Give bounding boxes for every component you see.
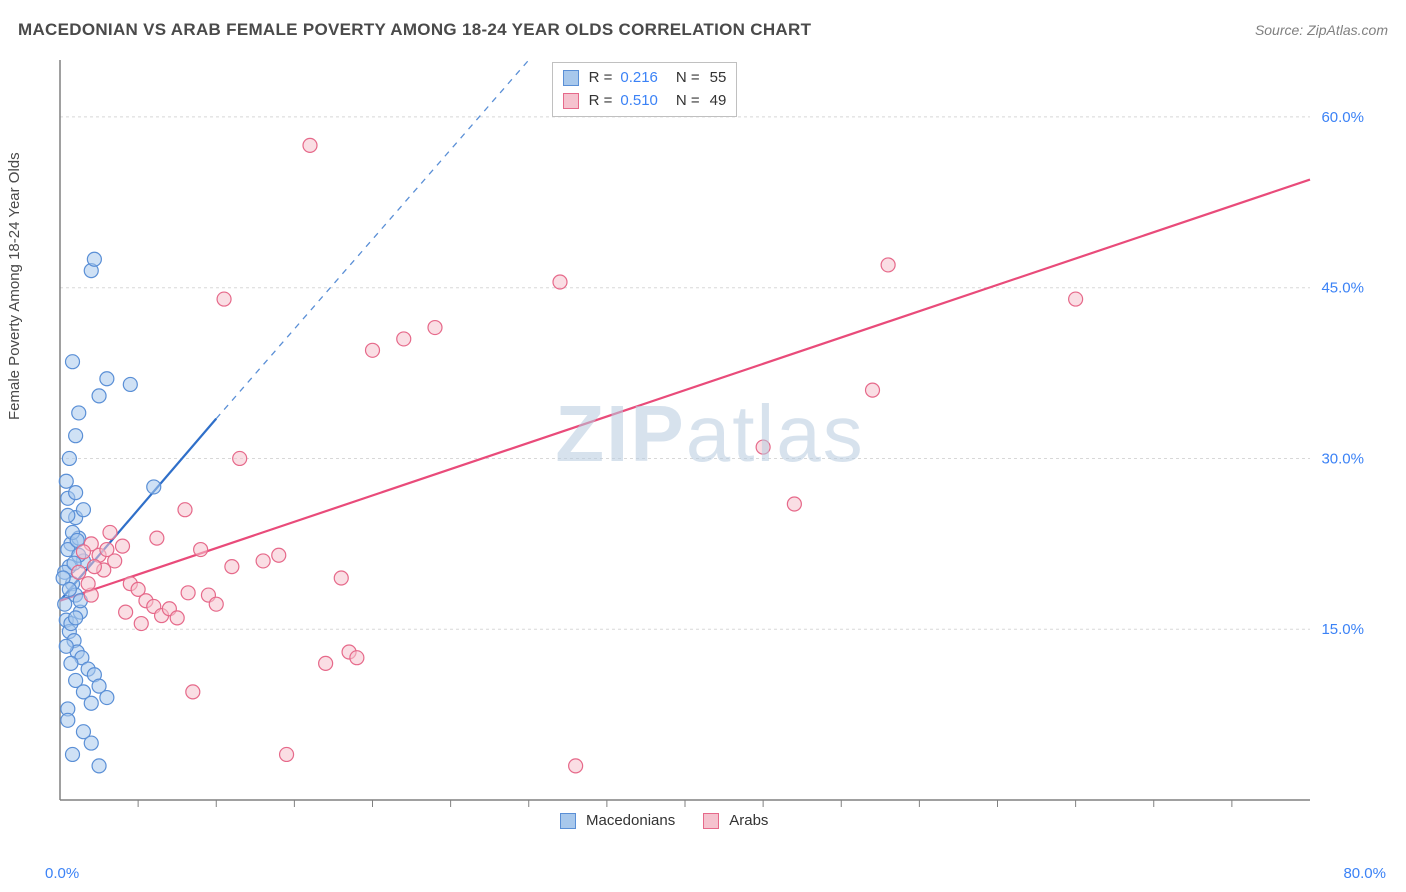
legend-r-value: 0.216 (620, 67, 658, 90)
y-axis-label: Female Poverty Among 18-24 Year Olds (6, 152, 23, 420)
x-axis-end-label: 80.0% (1343, 865, 1386, 882)
scatter-plot: 15.0%30.0%45.0%60.0% ZIPatlas R =0.216N … (50, 60, 1370, 840)
series-legend-item: Arabs (703, 812, 768, 829)
legend-swatch (563, 70, 579, 86)
chart-title: MACEDONIAN VS ARAB FEMALE POVERTY AMONG … (18, 20, 811, 40)
legend-swatch (703, 813, 719, 829)
series-legend: Macedonians Arabs (560, 812, 768, 829)
legend-n-value: 55 (710, 67, 727, 90)
svg-text:45.0%: 45.0% (1321, 280, 1364, 297)
correlation-legend: R = 0.216 N = 55 R = 0.510 N = 49 (552, 62, 738, 117)
legend-r-label: R = (589, 90, 613, 113)
legend-row: R = 0.216 N = 55 (563, 67, 727, 90)
legend-swatch (563, 93, 579, 109)
legend-n-label: N = (676, 67, 700, 90)
series-name: Macedonians (586, 812, 675, 829)
legend-n-value: 49 (710, 90, 727, 113)
series-name: Arabs (729, 812, 768, 829)
series-legend-item: Macedonians (560, 812, 675, 829)
x-axis-origin-label: 0.0% (45, 865, 79, 882)
legend-r-label: R = (589, 67, 613, 90)
chart-svg: 15.0% 30.0% 45.0% 60.0% (50, 60, 1370, 840)
legend-r-value: 0.510 (620, 90, 658, 113)
svg-text:30.0%: 30.0% (1321, 450, 1364, 467)
source-attribution: Source: ZipAtlas.com (1255, 22, 1388, 38)
legend-row: R = 0.510 N = 49 (563, 90, 727, 113)
legend-swatch (560, 813, 576, 829)
svg-text:15.0%: 15.0% (1321, 621, 1364, 638)
svg-text:60.0%: 60.0% (1321, 109, 1364, 126)
legend-n-label: N = (676, 90, 700, 113)
